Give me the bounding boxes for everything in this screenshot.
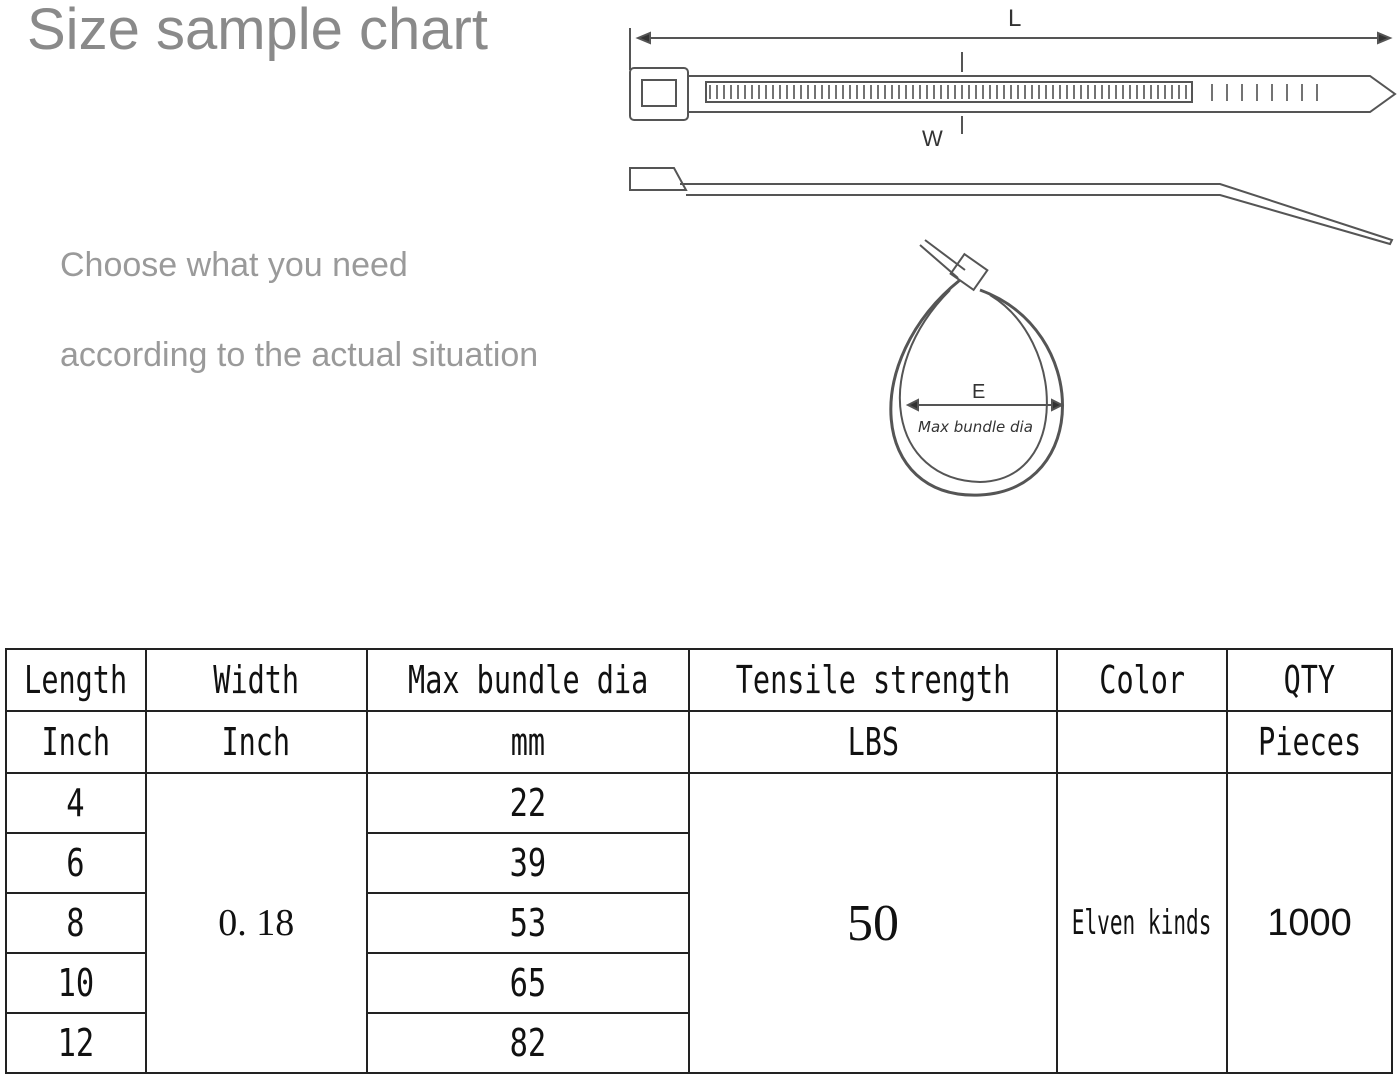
bundle-label: E bbox=[972, 381, 985, 403]
header-width: Width bbox=[144, 648, 368, 712]
width-label: W bbox=[922, 126, 943, 151]
table-row: 4 0. 18 22 50 Elven kinds 1000 bbox=[5, 772, 1393, 1074]
unit-color bbox=[1056, 710, 1229, 774]
subtitle-line-2: according to the actual situation bbox=[60, 336, 539, 374]
tie-head bbox=[629, 67, 689, 121]
qty-cell: 1000 bbox=[1226, 772, 1393, 1074]
length-cell: 8 bbox=[66, 900, 86, 945]
bundle-cell: 53 bbox=[509, 900, 547, 945]
unit-bundle: mm bbox=[365, 710, 690, 774]
table-row: 10 65 bbox=[5, 952, 1392, 1014]
bundle-cell: 39 bbox=[509, 840, 547, 885]
unit-width: Inch bbox=[144, 710, 368, 774]
header-bundle: Max bundle dia bbox=[365, 648, 690, 712]
header-row: Length Width Max bundle dia Tensile stre… bbox=[5, 648, 1393, 712]
length-cell: 6 bbox=[66, 840, 86, 885]
length-label: L bbox=[1008, 5, 1021, 32]
cable-tie-diagram: L W E Max bundle dia bbox=[629, 5, 1397, 497]
unit-row: Inch Inch mm LBS Pieces bbox=[5, 710, 1393, 774]
length-cell: 12 bbox=[57, 1020, 95, 1065]
unit-qty: Pieces bbox=[1226, 710, 1393, 774]
arrow-head-right bbox=[1377, 31, 1393, 45]
unit-length: Inch bbox=[5, 710, 147, 774]
unit-tensile: LBS bbox=[687, 710, 1059, 774]
tensile-cell: 50 bbox=[687, 772, 1059, 1074]
tie-side-head bbox=[629, 167, 688, 191]
width-cell: 0. 18 bbox=[144, 772, 368, 1074]
header-tensile: Tensile strength bbox=[687, 648, 1059, 712]
header-qty: QTY bbox=[1226, 648, 1393, 712]
subtitle-line-1: Choose what you need bbox=[60, 246, 408, 284]
tie-strap bbox=[688, 75, 1397, 113]
table-row: 6 39 bbox=[5, 832, 1392, 894]
arrow-head-left bbox=[635, 31, 651, 45]
tie-head-slot bbox=[641, 79, 677, 107]
tie-teeth bbox=[705, 81, 1193, 103]
size-table: Length Width Max bundle dia Tensile stre… bbox=[5, 648, 1393, 1074]
length-cell: 10 bbox=[57, 960, 95, 1005]
header-length: Length bbox=[5, 648, 147, 712]
tie-side-strap bbox=[680, 183, 1394, 246]
bundle-cell: 22 bbox=[509, 780, 547, 825]
color-cell: Elven kinds bbox=[1056, 772, 1229, 1074]
page-title: Size sample chart bbox=[27, 0, 488, 62]
table-row: 12 82 bbox=[5, 1012, 1392, 1074]
length-cell: 4 bbox=[66, 780, 86, 825]
header-color: Color bbox=[1056, 648, 1229, 712]
tie-loop bbox=[889, 278, 1064, 497]
bundle-caption: Max bundle dia bbox=[918, 418, 1033, 436]
bundle-cell: 82 bbox=[509, 1020, 547, 1065]
bundle-cell: 65 bbox=[509, 960, 547, 1005]
table-row: 8 53 bbox=[5, 892, 1392, 954]
